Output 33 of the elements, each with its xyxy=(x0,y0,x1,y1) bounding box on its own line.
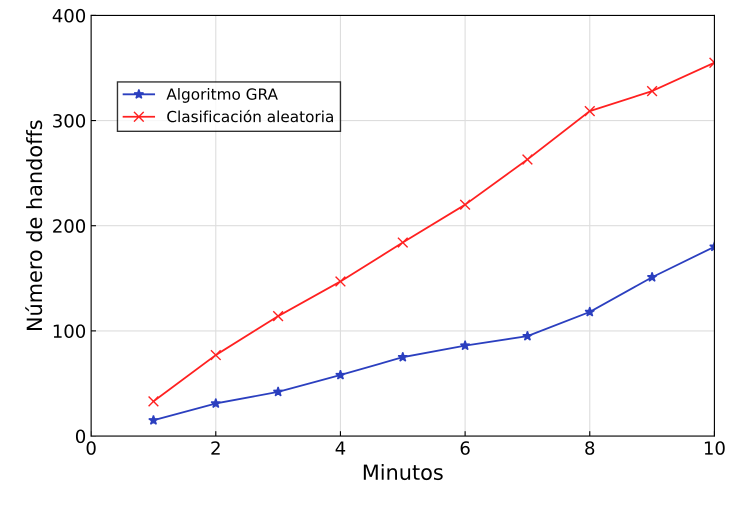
point xyxy=(460,199,471,210)
x-tick-label: 4 xyxy=(336,441,346,455)
point xyxy=(272,386,284,397)
point xyxy=(335,370,346,380)
y-tick-label: 200 xyxy=(53,219,86,233)
point xyxy=(646,272,658,282)
y-axis-title: Número de handoffs xyxy=(25,120,42,330)
point xyxy=(334,276,346,288)
point xyxy=(210,350,222,361)
x-axis-title: Minutos xyxy=(364,464,443,480)
point xyxy=(148,414,159,425)
y-tick-label: 300 xyxy=(53,114,86,128)
x-tick-label: 6 xyxy=(460,441,470,455)
point xyxy=(397,352,408,362)
legend-label: Clasificación aleatoria xyxy=(167,110,333,122)
y-tick-label: 400 xyxy=(52,8,86,23)
x-tick-label: 2 xyxy=(211,441,220,455)
y-tick-label: 100 xyxy=(54,324,86,338)
point xyxy=(522,330,533,341)
y-tick-label: 0 xyxy=(76,430,86,444)
legend-label: Algoritmo GRA xyxy=(166,88,278,103)
point xyxy=(272,310,284,322)
point xyxy=(584,106,596,117)
point xyxy=(210,398,222,408)
x-tick-label: 8 xyxy=(585,441,594,455)
x-tick-label: 0 xyxy=(86,441,96,455)
point xyxy=(460,340,470,350)
point xyxy=(148,396,160,407)
point xyxy=(646,86,658,97)
point xyxy=(522,154,533,166)
point xyxy=(584,306,596,317)
point xyxy=(397,236,408,248)
x-tick-label: 10 xyxy=(704,441,725,455)
